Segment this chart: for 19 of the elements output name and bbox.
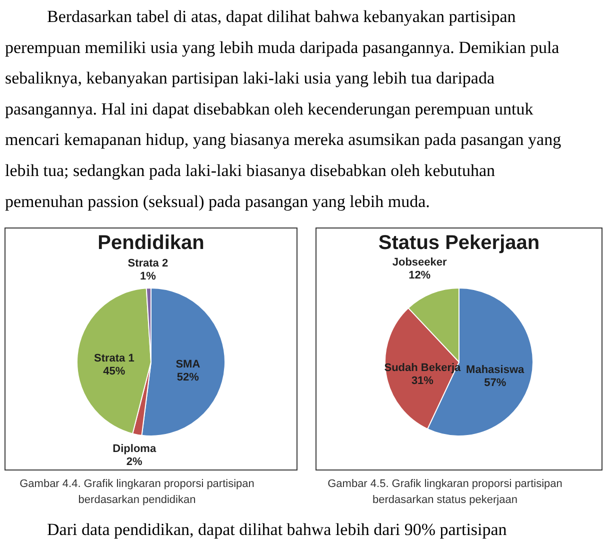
data-label: 31% bbox=[411, 374, 434, 387]
data-label: 1% bbox=[140, 270, 156, 283]
data-label: 52% bbox=[176, 371, 200, 384]
data-label: 57% bbox=[484, 377, 506, 390]
data-label: 2% bbox=[126, 456, 143, 468]
slice-label: Jobseeker bbox=[392, 256, 448, 268]
slice-label: Strata 1 bbox=[94, 352, 134, 365]
slice-label: Mahasiswa bbox=[466, 364, 526, 376]
slice-label: Diploma bbox=[112, 443, 157, 456]
chart-title: Status Pekerjaan bbox=[378, 232, 540, 254]
text: Dari data pendidikan, dapat dilihat bahwa lebih dari 90% partisipan bbox=[47, 520, 508, 539]
data-label: 45% bbox=[103, 366, 126, 378]
text: Berdasarkan tabel di atas, dapat dilihat bahwa kebanyakan partisipan perempuan memiliki usia yang lebih muda daripada pasangannya. Demikian pula sebaliknya, kebanyakan partisipan laki-laki usia yang lebih tua daripada pasangannya. Hal ini dapat disebabkan oleh kecenderungan perempuan untuk mencari kemapanan hidup, yang biasanya mereka asumsikan pada pasangan yang lebih tua; sedangkan pada laki-laki biasanya disebabkan oleh kebutuhan pemenuhan passion (seksual) pada pasangan yang lebih muda. bbox=[5, 7, 562, 211]
chart-title: Pendidikan bbox=[98, 232, 204, 254]
slice-label: SMA bbox=[176, 358, 200, 370]
data-label: 12% bbox=[408, 269, 431, 282]
slice-label: Strata 2 bbox=[128, 258, 168, 270]
text: Gambar 4.5. Grafik lingkaran proporsi partisipan berdasarkan status pekerjaan bbox=[328, 478, 562, 506]
text: Gambar 4.4. Grafik lingkaran proporsi partisipan berdasarkan pendidikan bbox=[20, 478, 254, 506]
